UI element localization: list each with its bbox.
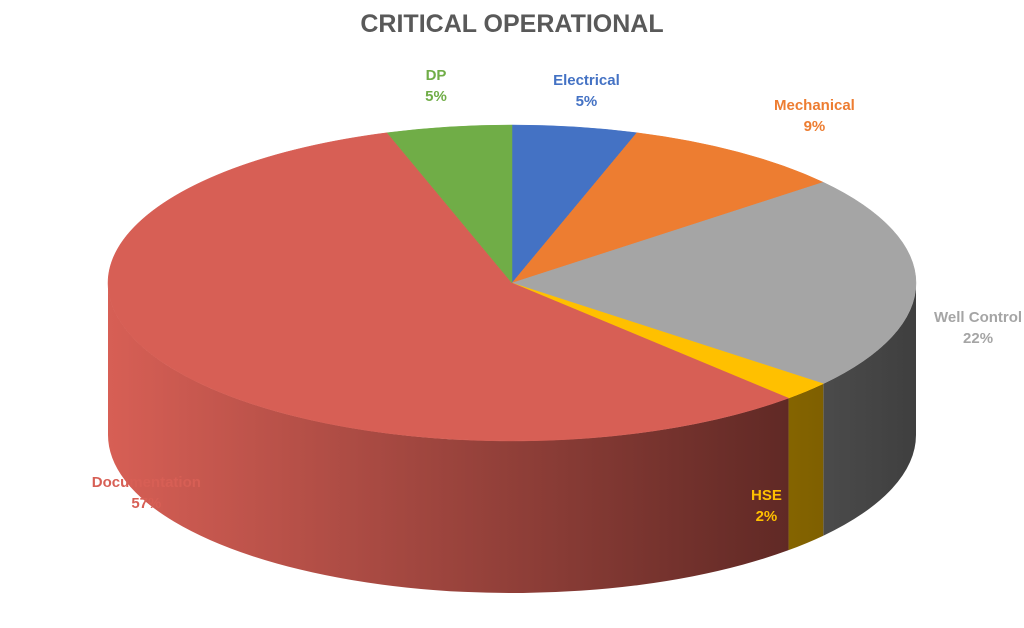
slice-dp <box>386 124 513 284</box>
data-label-name: Well Control <box>934 309 1023 326</box>
data-label-value: 9% <box>803 118 826 136</box>
data-label-name: HSE <box>751 487 782 505</box>
data-label-mechanical: Mechanical 9% <box>774 95 855 137</box>
slice-documentation <box>107 132 790 442</box>
data-label-value: 2% <box>755 508 778 526</box>
data-label-name: DP <box>425 66 447 84</box>
slice-side-hse <box>788 383 824 551</box>
data-label-name: Mechanical <box>773 97 855 115</box>
data-label-name: Documentation <box>91 474 201 492</box>
data-label-value: 5% <box>425 87 447 105</box>
data-label-electrical: Electrical 5% <box>553 70 620 112</box>
data-label-value: 57% <box>131 495 162 513</box>
data-label-dp: DP 5% <box>425 65 447 107</box>
chart-title: CRITICAL OPERATIONAL <box>360 10 664 38</box>
data-label-hse: HSE 2% <box>751 485 782 527</box>
slice-side-well-control <box>823 283 916 536</box>
slice-side-documentation <box>108 283 789 594</box>
data-label-value: 22% <box>963 330 994 347</box>
data-label-well-control: Well Control 22% <box>934 307 1022 349</box>
slice-well-control <box>511 182 917 384</box>
slice-mechanical <box>511 132 824 284</box>
data-label-documentation: Documentation 57% <box>92 472 201 514</box>
data-label-value: 5% <box>575 92 598 110</box>
data-label-name: Electrical <box>553 71 620 89</box>
